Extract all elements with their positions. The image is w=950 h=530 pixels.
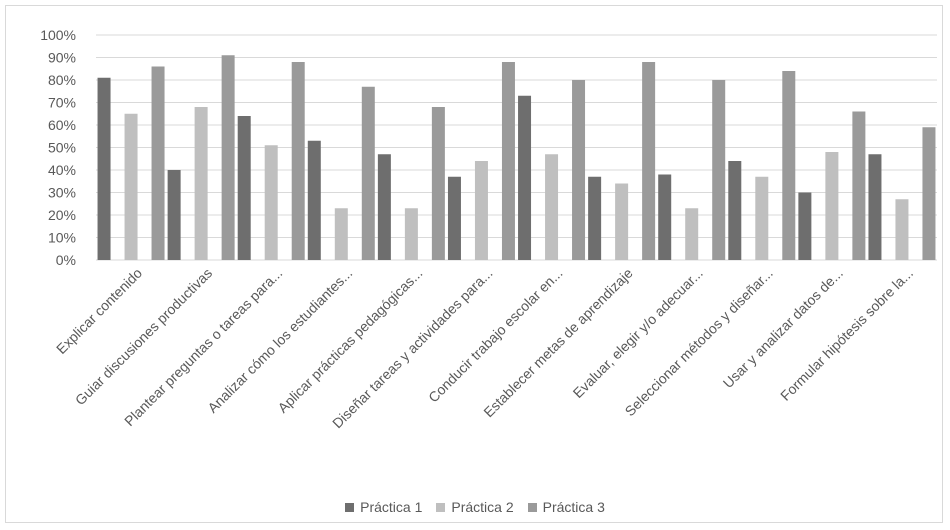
x-tick-label: Seleccionar métodos y diseñar...: [622, 265, 776, 419]
x-tick-label: Formular hipótesis sobre la...: [777, 265, 916, 404]
y-tick-label: 60%: [48, 117, 76, 133]
bar-3: [361, 86, 375, 260]
y-tick-label: 80%: [48, 72, 76, 88]
bar-1: [868, 154, 882, 260]
bar-2: [194, 107, 208, 260]
bar-2: [334, 208, 348, 260]
bar-chart: 0% 10% 20% 30% 40% 50% 60% 70% 80% 90% 100% Explic…: [40, 27, 937, 432]
bar-2: [404, 208, 418, 260]
y-tick-label: 20%: [48, 207, 76, 223]
legend-item-practica-2: Práctica 2: [436, 499, 514, 515]
bar-3: [782, 71, 796, 260]
bar-2: [474, 161, 488, 260]
y-tick-label: 90%: [48, 50, 76, 66]
bar-1: [798, 192, 812, 260]
legend: Práctica 1 Práctica 2 Práctica 3: [6, 497, 944, 517]
legend-swatch-practica-2: [436, 502, 446, 512]
bar-3: [922, 127, 936, 260]
bars: [97, 55, 936, 260]
bar-3: [151, 66, 165, 260]
legend-item-practica-3: Práctica 3: [527, 499, 605, 515]
bar-1: [97, 77, 111, 260]
x-tick-label: Analizar cómo los estudiantes...: [204, 265, 355, 416]
bar-1: [518, 95, 532, 260]
bar-1: [447, 176, 461, 260]
x-tick-label: Evaluar, elegir y/o adecuar...: [570, 265, 706, 401]
bar-1: [237, 116, 251, 260]
bar-1: [377, 154, 391, 260]
bar-1: [167, 170, 181, 260]
bar-2: [685, 208, 699, 260]
x-tick-label: Establecer metas de aprendizaje: [480, 265, 636, 421]
bar-2: [825, 152, 839, 260]
bar-3: [642, 62, 656, 260]
legend-item-practica-1: Práctica 1: [345, 499, 422, 515]
bar-2: [545, 154, 559, 260]
bar-2: [755, 176, 769, 260]
bar-3: [291, 62, 305, 260]
y-tick-label: 40%: [48, 162, 76, 178]
legend-swatch-practica-1: [345, 502, 355, 512]
bar-1: [658, 174, 672, 260]
bar-3: [712, 80, 726, 260]
y-tick-label: 70%: [48, 95, 76, 111]
y-tick-label: 50%: [48, 140, 76, 156]
y-axis-ticks: 0% 10% 20% 30% 40% 50% 60% 70% 80% 90% 100%: [40, 27, 76, 268]
bar-1: [307, 140, 321, 260]
gridlines: [96, 34, 937, 261]
bar-1: [588, 176, 602, 260]
bar-3: [572, 80, 586, 260]
chart-container: 0% 10% 20% 30% 40% 50% 60% 70% 80% 90% 100% Explic…: [5, 5, 943, 523]
y-tick-label: 0%: [56, 252, 76, 268]
bar-3: [501, 62, 515, 260]
bar-3: [852, 111, 866, 260]
legend-label-practica-3: Práctica 3: [542, 499, 605, 515]
y-tick-label: 100%: [40, 27, 76, 43]
y-tick-label: 10%: [48, 230, 76, 246]
legend-swatch-practica-3: [527, 502, 537, 512]
x-tick-label: Conducir trabajo escolar en...: [425, 265, 566, 406]
x-tick-label: Usar y analizar datos de...: [720, 265, 846, 391]
bar-2: [264, 145, 278, 260]
y-tick-label: 30%: [48, 185, 76, 201]
bar-2: [124, 113, 138, 260]
legend-label-practica-1: Práctica 1: [360, 499, 423, 515]
bar-3: [431, 107, 445, 260]
bar-1: [728, 161, 742, 260]
legend-label-practica-2: Práctica 2: [451, 499, 514, 515]
x-tick-label: Guiar discusiones productivas: [72, 265, 215, 408]
bar-2: [615, 183, 629, 260]
bar-2: [895, 199, 909, 260]
x-tick-label: Aplicar prácticas pedagógicas...: [274, 265, 425, 416]
bar-3: [221, 55, 235, 260]
